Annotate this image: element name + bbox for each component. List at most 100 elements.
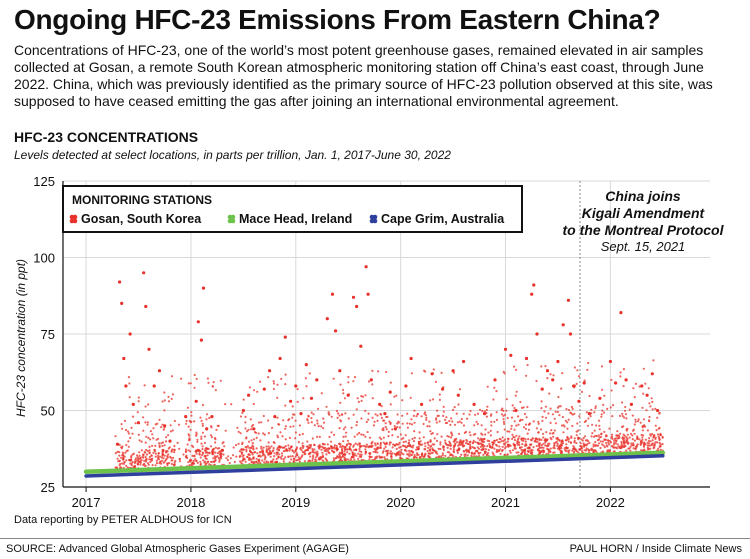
gosan-point — [575, 441, 578, 445]
gosan-point — [615, 439, 618, 442]
gosan-point — [599, 440, 603, 443]
gosan-point — [468, 431, 471, 434]
gosan-point — [280, 457, 283, 460]
gosan-point — [566, 298, 571, 302]
gosan-point — [328, 435, 331, 438]
gosan-point — [536, 448, 539, 452]
gosan-point — [483, 445, 486, 448]
gosan-point — [495, 438, 498, 442]
gosan-point — [351, 451, 354, 454]
gosan-point — [544, 444, 547, 447]
data-points — [115, 265, 660, 452]
gosan-point — [544, 416, 548, 419]
gosan-point — [661, 442, 664, 446]
gosan-point — [368, 436, 372, 439]
gosan-point — [638, 438, 641, 441]
gosan-point — [327, 411, 330, 414]
gosan-point — [453, 423, 457, 426]
gosan-point — [293, 413, 296, 416]
gosan-point — [201, 424, 204, 427]
gosan-point — [352, 445, 355, 448]
gosan-point — [161, 423, 164, 426]
gosan-point — [292, 457, 296, 460]
gosan-point — [517, 451, 520, 454]
gosan-point — [367, 412, 370, 415]
gosan-point — [502, 420, 505, 423]
gosan-point — [272, 441, 275, 444]
gosan-point — [513, 365, 516, 368]
gosan-point — [364, 448, 367, 451]
gosan-point — [651, 408, 654, 411]
gosan-point — [146, 421, 149, 424]
gosan-point — [548, 442, 551, 445]
gosan-point — [617, 434, 621, 437]
gosan-point — [648, 402, 651, 405]
gosan-point — [361, 395, 365, 398]
gosan-point — [429, 452, 432, 455]
gosan-point — [335, 447, 338, 450]
gosan-point — [441, 452, 444, 455]
gosan-point — [188, 419, 191, 422]
gosan-point — [602, 450, 605, 453]
gosan-point — [521, 451, 524, 454]
gosan-point — [244, 421, 247, 424]
gosan-point — [217, 424, 220, 427]
gosan-point — [213, 460, 216, 463]
gosan-point — [124, 384, 128, 388]
gosan-point — [590, 408, 593, 411]
gosan-point — [381, 428, 384, 431]
gosan-point — [350, 426, 353, 429]
dense-data-layer — [83, 359, 666, 478]
gosan-point — [157, 456, 160, 459]
gosan-point — [178, 460, 182, 463]
gosan-point — [294, 455, 297, 458]
gosan-point — [634, 382, 638, 385]
gosan-point — [654, 424, 657, 427]
gosan-point — [188, 464, 191, 467]
gosan-point — [413, 409, 416, 412]
gosan-point — [241, 441, 244, 444]
gosan-point — [620, 442, 623, 445]
gosan-point — [515, 451, 518, 454]
gosan-point — [284, 404, 287, 407]
gosan-point — [562, 431, 565, 434]
gosan-point — [641, 438, 644, 441]
gosan-point — [409, 356, 413, 361]
gosan-point — [195, 452, 198, 455]
gosan-point — [455, 412, 458, 415]
gosan-point — [655, 429, 658, 432]
gosan-point — [651, 442, 654, 445]
gosan-point — [309, 455, 312, 458]
gosan-point — [571, 449, 574, 452]
gosan-point — [123, 460, 126, 464]
gosan-point — [328, 447, 331, 451]
gosan-point — [333, 451, 336, 454]
gosan-point — [378, 436, 381, 439]
gosan-point — [278, 356, 282, 361]
gosan-point — [460, 442, 463, 445]
gosan-point — [325, 448, 329, 451]
gosan-point — [259, 380, 262, 383]
gosan-point — [212, 452, 215, 456]
gosan-point — [486, 405, 489, 408]
gosan-point — [137, 400, 140, 403]
gosan-point — [552, 446, 555, 449]
gosan-point — [556, 359, 560, 364]
gosan-point — [337, 412, 340, 415]
gosan-point — [333, 447, 336, 450]
gosan-point — [419, 440, 422, 443]
source-note: SOURCE: Advanced Global Atmospheric Gase… — [6, 543, 349, 555]
gosan-point — [393, 427, 397, 431]
gosan-point — [656, 416, 659, 419]
gosan-point — [290, 445, 293, 448]
gosan-point — [466, 417, 469, 420]
gosan-point — [594, 441, 597, 444]
gosan-point — [536, 440, 539, 443]
gosan-point — [271, 461, 274, 464]
legend-label: Gosan, South Korea — [81, 212, 202, 226]
gosan-point — [160, 456, 163, 459]
gosan-point — [406, 422, 409, 425]
gosan-point — [491, 443, 494, 446]
gosan-point — [247, 393, 251, 397]
gosan-point — [248, 446, 251, 449]
